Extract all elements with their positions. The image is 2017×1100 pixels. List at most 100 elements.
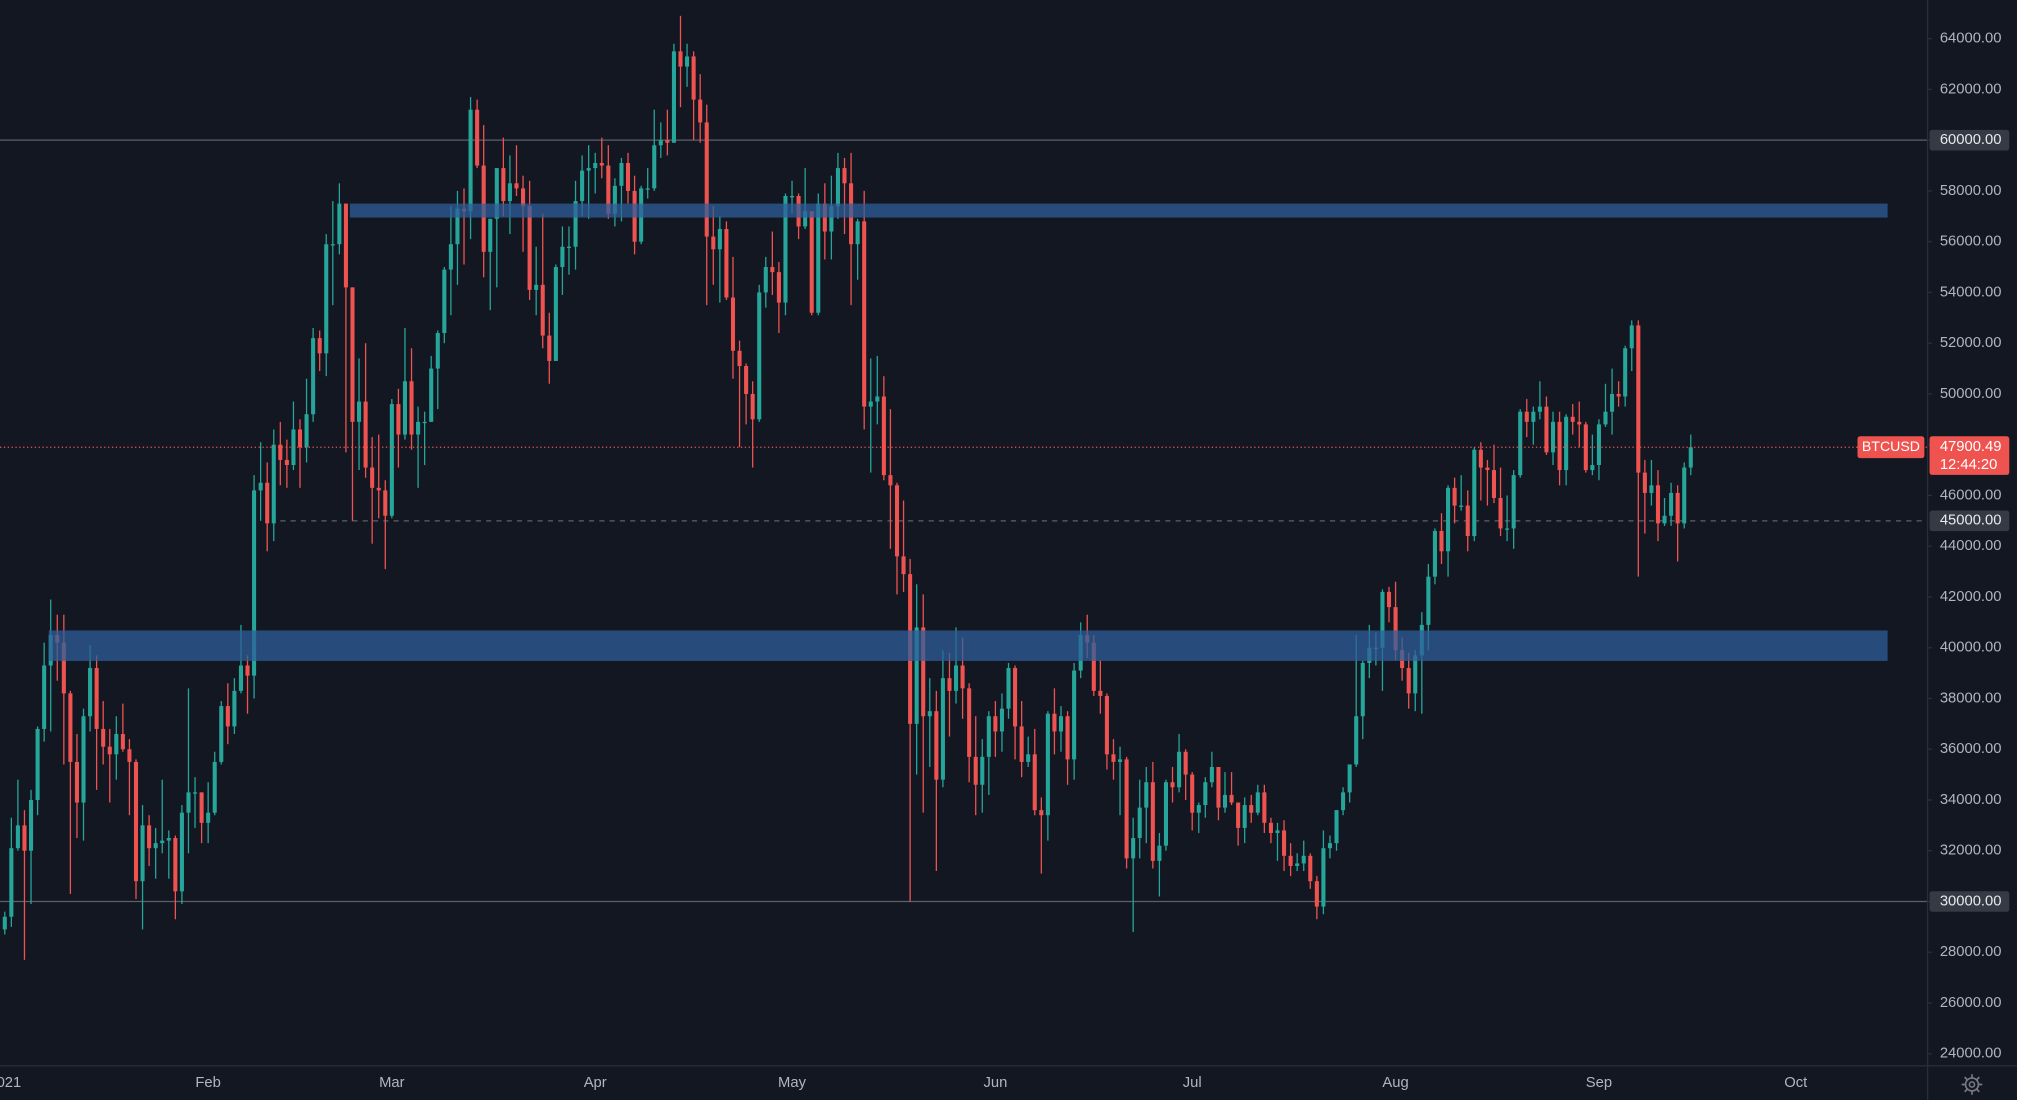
candle-body xyxy=(376,487,381,491)
candle-body xyxy=(1439,530,1444,552)
candle-body xyxy=(1341,792,1346,811)
candle-body xyxy=(1163,782,1168,846)
candle-body xyxy=(789,195,795,198)
candle-body xyxy=(2,916,7,930)
candle-body xyxy=(612,185,617,214)
x-tick-label: Apr xyxy=(584,1075,607,1091)
candle-body xyxy=(580,170,585,202)
candle-body xyxy=(455,208,460,245)
candle-body xyxy=(1518,411,1523,476)
candle-body xyxy=(1682,467,1687,524)
candle-body xyxy=(1118,759,1123,762)
candle-body xyxy=(540,284,545,336)
candle-body xyxy=(842,168,847,184)
candle-body xyxy=(363,401,368,468)
candle-body xyxy=(1314,881,1319,907)
candle-body xyxy=(625,163,631,191)
y-tick-label: 40000.00 xyxy=(1940,640,2002,656)
candle-body xyxy=(114,734,119,755)
candle-body xyxy=(1629,325,1634,349)
candle-body xyxy=(1321,848,1326,907)
candle-body xyxy=(927,711,932,717)
candle-body xyxy=(999,708,1004,732)
candle-body xyxy=(383,490,388,516)
candle-body xyxy=(1544,406,1549,453)
candle-body xyxy=(599,163,604,166)
candle-body xyxy=(1642,472,1647,493)
candle-body xyxy=(1144,782,1149,808)
candle-body xyxy=(284,459,289,466)
candle-body xyxy=(868,401,873,407)
candle-body xyxy=(521,188,526,207)
candle-body xyxy=(1111,754,1116,762)
candle-body xyxy=(809,211,814,313)
candle-body xyxy=(1537,406,1542,412)
candle-body xyxy=(1222,794,1228,808)
candle-body xyxy=(252,490,257,676)
candle-body xyxy=(1072,670,1077,760)
candle-body xyxy=(304,414,309,448)
y-tick-label: 36000.00 xyxy=(1940,741,2002,757)
candle-body xyxy=(107,746,112,755)
candle-body xyxy=(429,368,434,422)
candle-body xyxy=(1360,662,1365,717)
x-tick-label: Jun xyxy=(983,1075,1007,1091)
candle-body xyxy=(1511,475,1516,529)
candle-body xyxy=(829,206,834,232)
candle-body xyxy=(652,145,657,189)
candle-body xyxy=(199,792,204,823)
candle-body xyxy=(1603,411,1608,425)
candle-body xyxy=(1255,792,1260,813)
candle-body xyxy=(153,843,158,849)
candle-body xyxy=(888,475,893,486)
candle-body xyxy=(658,140,663,146)
candle-body xyxy=(671,51,676,143)
candle-body xyxy=(61,642,66,694)
candle-body xyxy=(1636,325,1641,473)
candle-body xyxy=(750,393,755,420)
candle-body xyxy=(1675,492,1680,524)
candle-body xyxy=(1478,449,1483,468)
candle-body xyxy=(744,366,749,394)
candle-body xyxy=(343,203,348,288)
x-tick-label: Oct xyxy=(1784,1075,1807,1091)
candle-body xyxy=(1393,607,1398,651)
candle-body xyxy=(901,556,906,575)
candle-body xyxy=(921,627,926,717)
candle-body xyxy=(15,825,20,849)
candle-body xyxy=(1669,492,1674,516)
candle-body xyxy=(35,728,40,800)
candle-body xyxy=(960,665,965,689)
settings-icon[interactable] xyxy=(1961,1074,1983,1095)
candle-body xyxy=(1190,774,1195,813)
candle-body xyxy=(435,333,440,369)
candle-body xyxy=(1124,759,1129,859)
candle-body xyxy=(140,825,145,882)
candle-body xyxy=(862,221,867,407)
candle-body xyxy=(1564,416,1569,471)
candle-body xyxy=(1485,467,1490,471)
candle-body xyxy=(133,761,139,882)
candle-body xyxy=(1065,716,1070,760)
candle-body xyxy=(875,396,880,402)
candle-body xyxy=(1013,668,1018,727)
candle-body xyxy=(311,338,316,415)
candle-body xyxy=(553,267,558,361)
plot-area xyxy=(0,15,1927,960)
candle-body xyxy=(1308,855,1313,882)
candle-body xyxy=(665,140,670,143)
candle-body xyxy=(317,338,322,354)
candle-body xyxy=(402,381,408,435)
candle-body xyxy=(711,236,716,250)
candle-body xyxy=(986,716,991,757)
candle-body xyxy=(389,404,394,516)
x-tick-label: 2021 xyxy=(0,1075,21,1091)
candle-body xyxy=(88,668,93,717)
candle-body xyxy=(1098,690,1103,696)
candle-body xyxy=(724,228,729,298)
y-tick-label: 24000.00 xyxy=(1940,1046,2002,1062)
y-tick-label: 58000.00 xyxy=(1940,183,2002,199)
candle-body xyxy=(1380,591,1385,648)
candle-body xyxy=(1209,766,1214,783)
